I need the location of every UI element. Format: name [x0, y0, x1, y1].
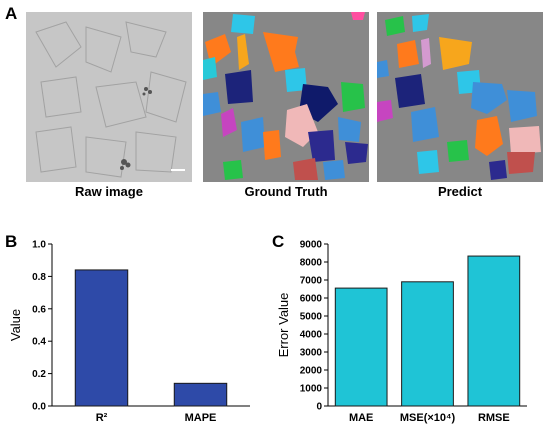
chart-c-y-tick-label: 7000 — [300, 276, 323, 287]
chart-b-x-tick-label: MAPE — [185, 412, 217, 424]
chart-c-y-tick-label: 8000 — [300, 258, 323, 269]
chart-c-y-tick-label: 6000 — [300, 294, 323, 305]
chart-c-y-tick-label: 1000 — [300, 384, 323, 395]
chart-c-x-tick-label: MAE — [349, 412, 373, 424]
chart-c-y-tick-label: 0 — [316, 402, 322, 413]
chart-b-y-tick-label: 0.6 — [32, 304, 46, 315]
chart-c: 0 1000 2000 3000 4000 5000 6000 7000 8000 9000 Err… — [276, 240, 527, 424]
predict-image — [377, 12, 543, 182]
chart-b: 0.0 0.2 0.4 0.6 0.8 1.0 Value R² MAPE — [8, 240, 250, 424]
chart-b-y-axis-label: Value — [8, 309, 23, 341]
chart-b-y-tick-label: 0.2 — [32, 369, 46, 380]
chart-b-y-tick-label: 0.0 — [32, 402, 46, 413]
chart-b-y-tick-label: 0.4 — [32, 337, 46, 348]
ground-truth-caption: Ground Truth — [244, 184, 328, 199]
scale-bar — [171, 169, 185, 171]
chart-c-x-tick-label: MSE(×10⁴) — [400, 412, 456, 424]
chart-c-y-tick-label: 3000 — [300, 348, 323, 359]
chart-c-y-axis-label: Error Value — [276, 293, 291, 358]
chart-c-bar — [467, 255, 521, 407]
panel-letter-a: A — [5, 4, 18, 23]
chart-b-bar — [173, 382, 228, 407]
chart-c-y-tick-label: 2000 — [300, 366, 323, 377]
chart-c-x-tick-label: RMSE — [478, 412, 510, 424]
ground-truth-image — [203, 12, 369, 182]
chart-b-y-tick-label: 0.8 — [32, 272, 46, 283]
predict-caption: Predict — [437, 184, 483, 199]
chart-c-y-tick-label: 4000 — [300, 330, 323, 341]
chart-c-y-tick-label: 9000 — [300, 240, 323, 251]
chart-c-bar — [401, 281, 454, 407]
chart-b-x-tick-label: R² — [96, 412, 108, 424]
raw-image-caption: Raw image — [75, 184, 143, 199]
chart-c-bar — [334, 287, 388, 407]
panel-letter-b: B — [5, 232, 18, 251]
chart-b-bar — [74, 269, 129, 407]
chart-b-y-tick-label: 1.0 — [32, 240, 46, 251]
panel-letter-c: C — [272, 232, 285, 251]
chart-c-y-tick-label: 5000 — [300, 312, 323, 323]
raw-image — [26, 12, 192, 182]
